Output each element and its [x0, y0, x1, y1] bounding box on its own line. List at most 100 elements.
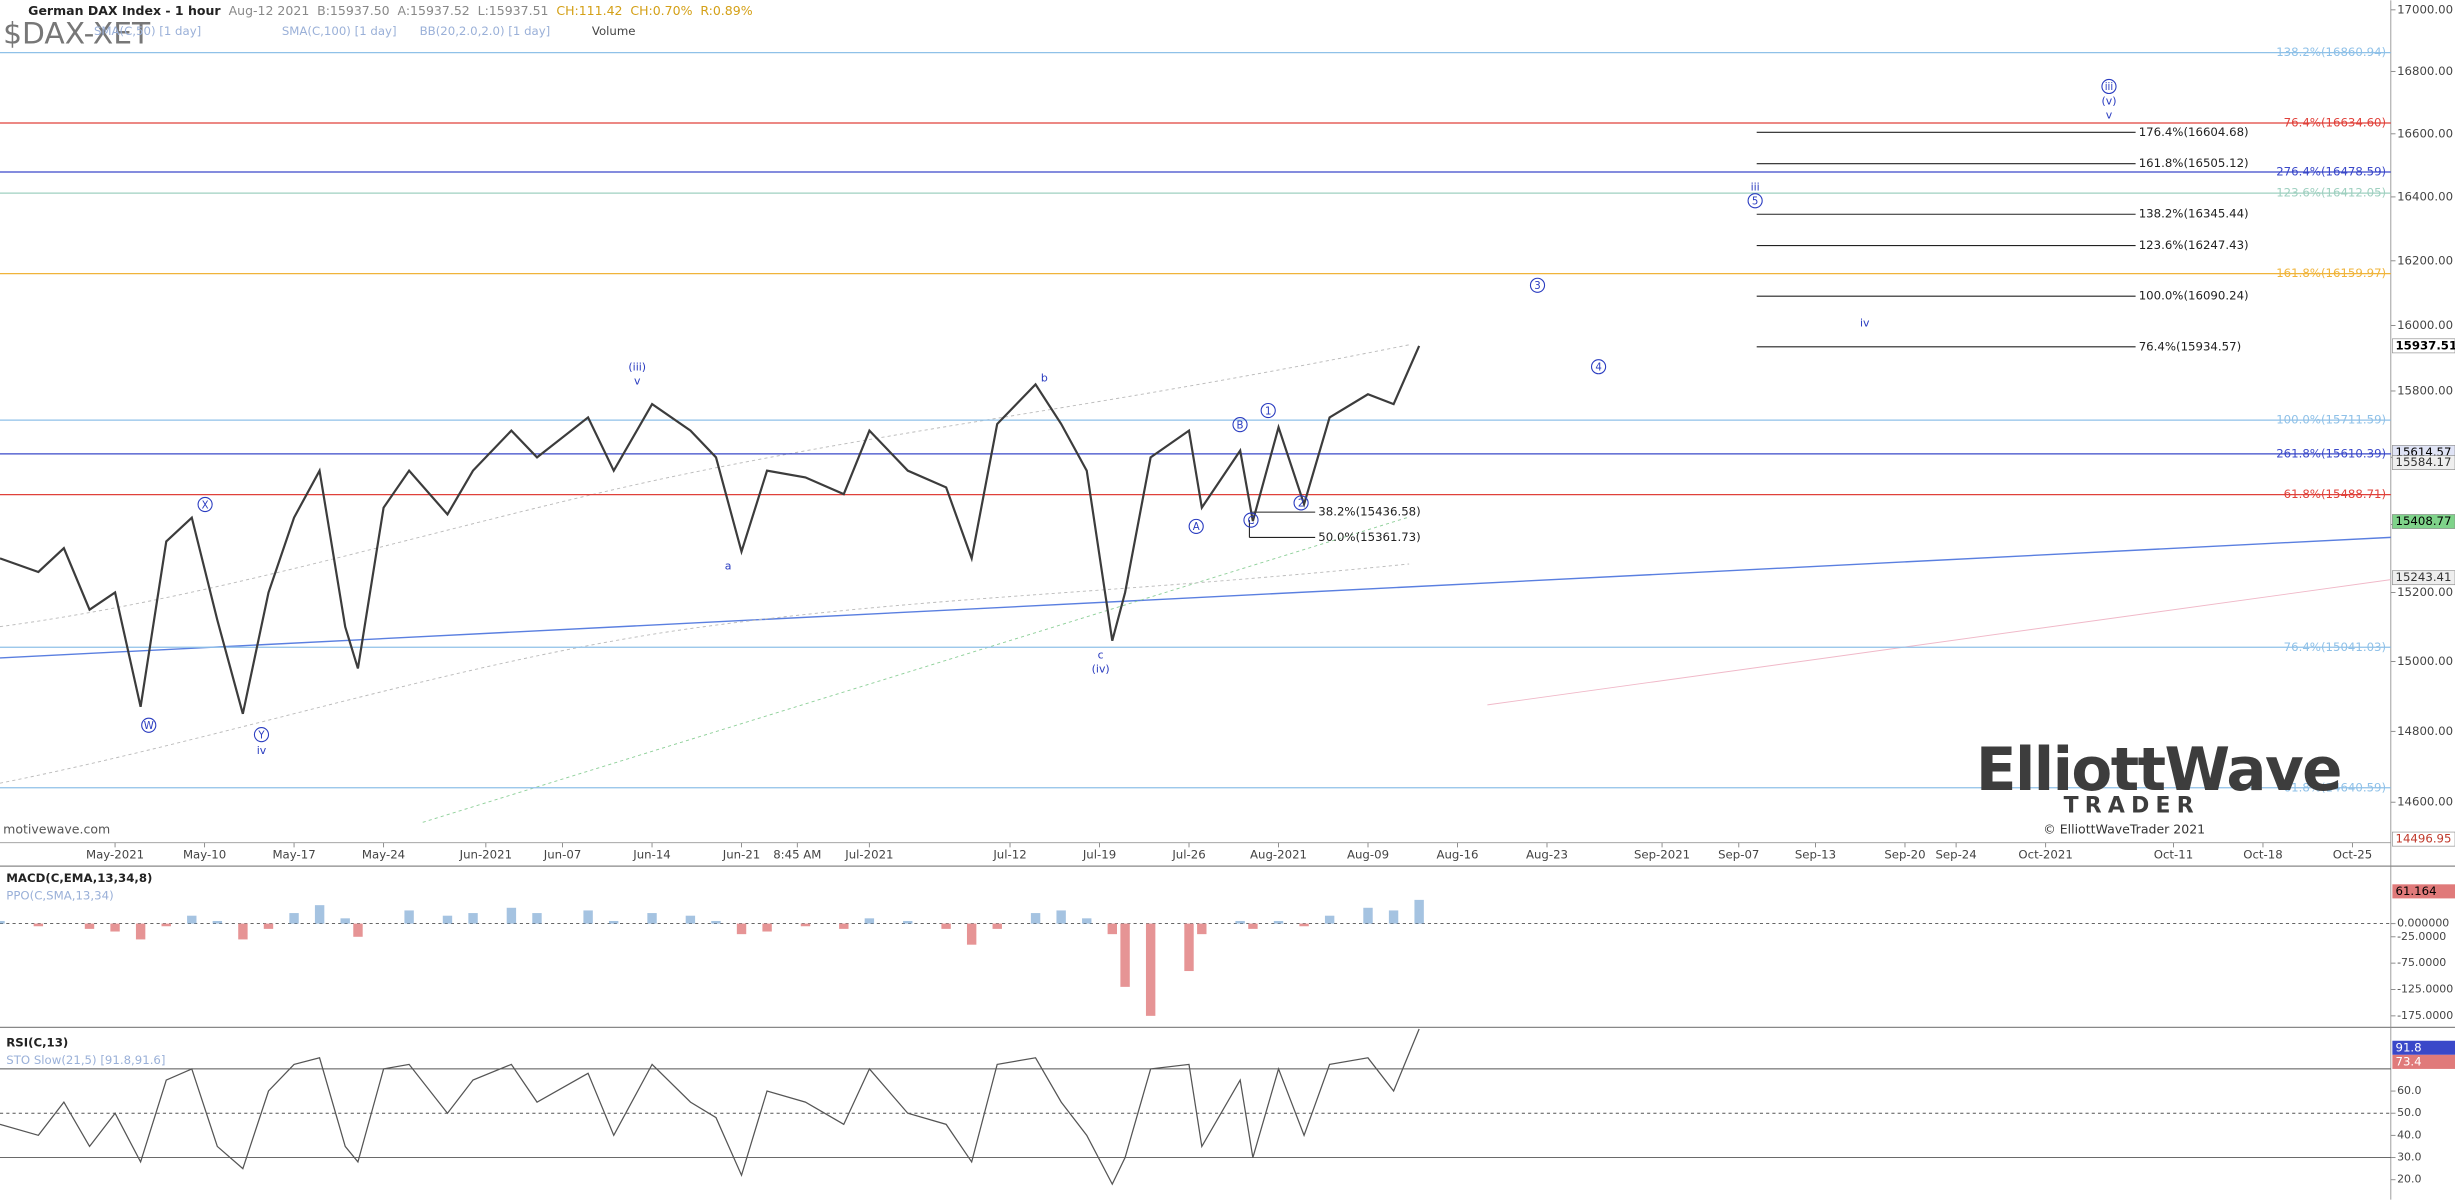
- quote-field: L:15937.51: [478, 3, 549, 18]
- symbol: $DAX-XET: [3, 16, 151, 51]
- projection-label: 138.2%(16345.44): [2139, 207, 2249, 221]
- x-tick-label: Aug-23: [1526, 848, 1568, 862]
- macd-bar: [0, 920, 5, 924]
- wave-circle: [1590, 359, 1607, 375]
- x-tick-label: Jun-2021: [459, 848, 512, 862]
- wave-circle: [1293, 495, 1309, 511]
- y-tick-label: 14600.00: [2397, 795, 2453, 809]
- macd-bar: [442, 915, 453, 924]
- macd-bar: [1235, 920, 1245, 924]
- x-tick-label: Sep-07: [1718, 848, 1759, 862]
- macd-bar: [992, 923, 1002, 929]
- y-tick-label: -125.0000: [2397, 982, 2453, 995]
- macd-bar: [263, 923, 274, 929]
- price-box-label: 14496.95: [2396, 832, 2452, 846]
- x-tick-label: Jul-12: [992, 848, 1026, 862]
- price-box-label: 15937.51: [2396, 338, 2455, 352]
- x-tick-label: May-17: [272, 848, 315, 862]
- x-tick-label: Oct-2021: [2018, 848, 2072, 862]
- panel-subtitle: STO Slow(21,5) [91.8,91.6]: [6, 1053, 165, 1067]
- y-tick-label: 15200.00: [2397, 585, 2453, 599]
- wave-label: iii: [1751, 180, 1760, 193]
- x-tick-label: Jun-14: [632, 848, 671, 862]
- y-tick-label: 17000.00: [2397, 2, 2453, 16]
- macd-bar: [1197, 923, 1207, 935]
- macd-bar: [903, 920, 913, 924]
- x-tick-label: 8:45 AM: [773, 848, 821, 862]
- value-box: [2392, 884, 2455, 899]
- x-tick-label: Jul-2021: [844, 848, 893, 862]
- macd-bar: [1030, 913, 1041, 924]
- study-label: BB(20,2.0,2.0) [1 day]: [420, 24, 551, 38]
- fib-label: 261.8%(15610.39): [2276, 446, 2386, 460]
- macd-bar: [404, 910, 414, 924]
- logo: TRADER: [2064, 794, 2200, 819]
- x-tick-label: Sep-2021: [1634, 848, 1690, 862]
- macd-bar: [289, 913, 299, 924]
- macd-bar: [941, 923, 951, 929]
- fib-label: 76.4%(15041.03): [2284, 640, 2386, 654]
- quote-field: CH:0.70%: [630, 3, 692, 18]
- fib-label: 123.6%(16412.05): [2276, 186, 2386, 200]
- macd-bar: [583, 910, 593, 924]
- wave-circle: [1260, 402, 1276, 419]
- x-tick-label: Aug-16: [1436, 848, 1478, 862]
- value-box-label: 61.164: [2396, 884, 2437, 898]
- wave-label: B: [1237, 420, 1244, 431]
- fib-label: 100.0%(15711.59): [2276, 413, 2386, 427]
- macd-bar: [187, 915, 197, 924]
- x-tick-label: May-24: [362, 848, 405, 862]
- macd-bar: [966, 923, 977, 945]
- projection-label: 76.4%(15934.57): [2139, 339, 2241, 353]
- price-box-label: 15408.77: [2396, 514, 2452, 528]
- value-box: [2392, 1054, 2455, 1069]
- wave-label: A: [1193, 522, 1200, 533]
- projection-label: 176.4%(16604.68): [2139, 125, 2249, 139]
- macd-bar: [1107, 923, 1117, 935]
- macd-bar: [110, 923, 120, 932]
- projection-label: 38.2%(15436.58): [1318, 505, 1420, 519]
- wave-label: v: [634, 375, 641, 388]
- wave-label: 1: [1265, 406, 1271, 417]
- macd-bar: [736, 923, 747, 935]
- fib-label: 276.4%(16478.59): [2276, 165, 2386, 179]
- macd-bar: [711, 920, 721, 924]
- macd-bar: [1414, 899, 1424, 924]
- wave-circle: [2101, 78, 2117, 95]
- price-box-label: 15243.41: [2396, 570, 2452, 584]
- y-tick-label: 0.000000: [2397, 917, 2449, 930]
- bollinger-band: [0, 563, 1410, 784]
- quote-field: A:15937.52: [397, 3, 469, 18]
- macd-bar: [1082, 918, 1092, 924]
- logo: ElliottWave: [1976, 736, 2341, 805]
- wave-label: (iii): [628, 360, 646, 373]
- y-tick-label: 16600.00: [2397, 126, 2453, 140]
- quote-field: Aug-12 2021: [229, 3, 310, 18]
- fib-label: 76.4%(16634.60): [2284, 115, 2386, 129]
- wave-label: W: [144, 721, 154, 732]
- x-tick-label: Jul-26: [1171, 848, 1205, 862]
- macd-bar: [1120, 923, 1130, 987]
- y-tick-label: -25.0000: [2397, 930, 2446, 943]
- macd-bar: [1299, 923, 1309, 927]
- wave-circle: [141, 717, 157, 733]
- fib-label: 161.8%(16159.97): [2276, 266, 2386, 280]
- wave-label: 5: [1752, 197, 1758, 208]
- projection-label: 161.8%(16505.12): [2139, 156, 2249, 170]
- wave-label: 2: [1298, 499, 1304, 510]
- quote-field: B:15937.50: [317, 3, 390, 18]
- fib-label: 61.8%(14640.59): [2284, 780, 2386, 794]
- wave-label: a: [725, 559, 732, 572]
- study-label: SMA(C,50) [1 day]: [94, 24, 201, 38]
- y-tick-label: 16400.00: [2397, 189, 2453, 203]
- macd-bar: [1056, 910, 1066, 924]
- price-box: [2392, 831, 2455, 847]
- logo-copyright: © ElliottWaveTrader 2021: [2043, 822, 2205, 837]
- macd-bar: [314, 905, 325, 924]
- macd-bar: [135, 923, 146, 940]
- trend-line: [422, 516, 1410, 823]
- trend-line: [0, 536, 2391, 659]
- panel-subtitle: PPO(C,SMA,13,34): [6, 888, 113, 902]
